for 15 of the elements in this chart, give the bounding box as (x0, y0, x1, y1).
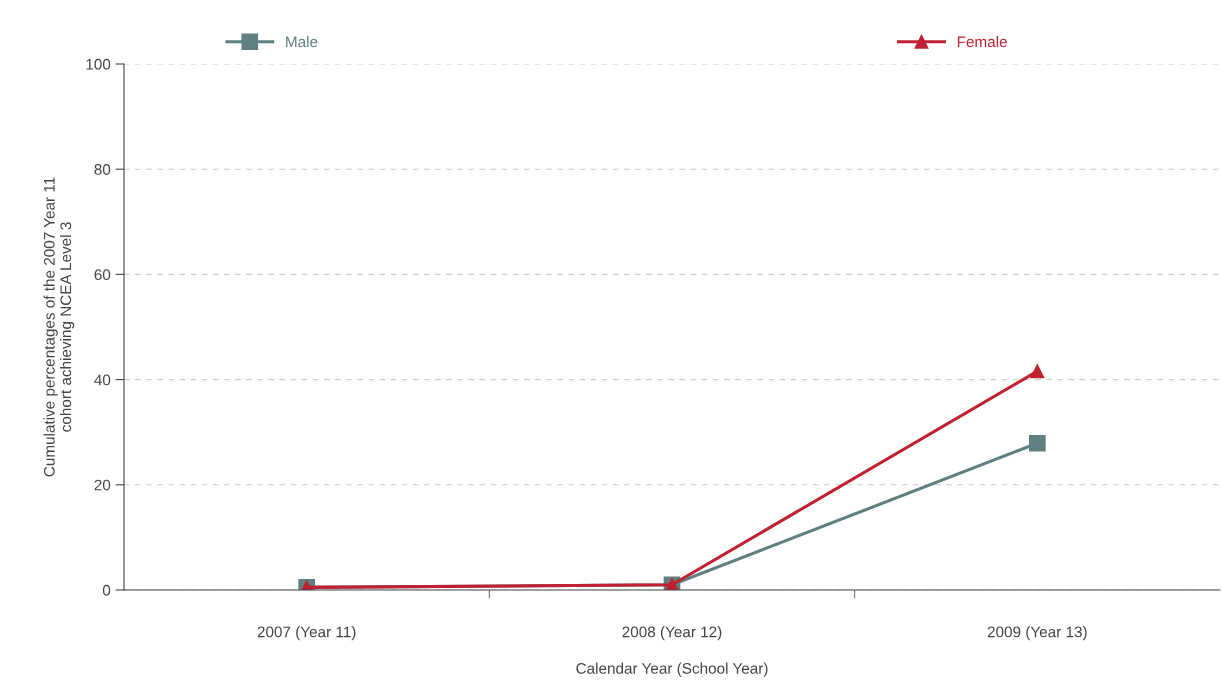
y-tick-label: 20 (94, 479, 111, 491)
y-tick-label: 40 (94, 374, 111, 386)
x-tick-label: 2007 (Year 11) (257, 626, 356, 641)
x-axis-title: Calendar Year (School Year) (576, 662, 768, 677)
legend-label: Female (957, 36, 1007, 48)
y-tick-label: 80 (94, 164, 111, 175)
legend-label: Male (286, 36, 318, 48)
y-tick-label: 60 (94, 269, 111, 281)
x-tick-label: 2008 (Year 12) (622, 626, 722, 641)
y-tick-label: 0 (102, 584, 111, 596)
y-tick-label: 100 (86, 58, 111, 70)
x-tick-label: 2009 (Year 13) (987, 626, 1087, 641)
point (1030, 364, 1045, 379)
point (1028, 434, 1046, 452)
y-axis-title: Cumulative percentages of the 2007 Year 11 cohort achieving NCEA Level 3 (43, 177, 75, 477)
